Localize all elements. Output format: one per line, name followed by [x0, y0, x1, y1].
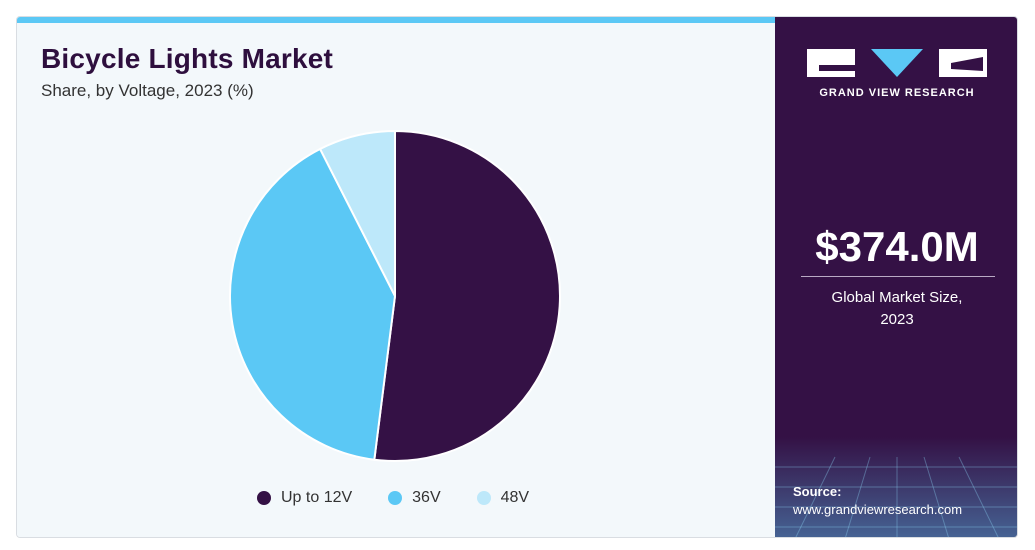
pie-chart	[229, 129, 561, 462]
accent-bar	[17, 17, 775, 23]
brand-name: GRAND VIEW RESEARCH	[819, 87, 975, 99]
source-label: Source:	[793, 484, 842, 499]
chart-title: Bicycle Lights Market	[41, 43, 334, 74]
market-size-label-line2: 2023	[880, 311, 914, 328]
infographic-card: Bicycle Lights Market Share, by Voltage,…	[16, 16, 1018, 538]
legend-swatch-48v	[476, 491, 491, 505]
pie-slice-up-to-12v	[373, 129, 561, 462]
legend-swatch-36v	[388, 491, 403, 505]
chart-subtitle: Share, by Voltage, 2023 (%)	[41, 81, 254, 100]
market-size-value: $374.0M	[815, 223, 979, 270]
legend-item-up-to-12v: Up to 12V	[257, 489, 352, 507]
source-block: Source: www.grandviewresearch.com	[793, 483, 962, 519]
legend-swatch-up-to-12v	[257, 491, 271, 505]
chart-panel: Bicycle Lights Market Share, by Voltage,…	[17, 17, 775, 537]
chart-legend: Up to 12V 36V 48V	[257, 489, 565, 507]
grid-decoration	[775, 437, 1017, 537]
legend-label-48v: 48V	[500, 489, 530, 506]
market-size-label-line1: Global Market Size,	[831, 289, 963, 306]
legend-label-up-to-12v: Up to 12V	[281, 489, 353, 506]
stat-divider	[801, 276, 995, 277]
market-size-label: Global Market Size, 2023	[775, 287, 1017, 331]
source-url[interactable]: www.grandviewresearch.com	[793, 502, 963, 517]
pie-slice-36v	[229, 147, 397, 461]
pie-slice-48v	[318, 129, 396, 297]
gvr-logo-icon	[807, 49, 987, 77]
legend-item-36v: 36V	[388, 489, 441, 507]
legend-item-48v: 48V	[476, 489, 530, 507]
summary-panel: GRAND VIEW RESEARCH $374.0M Global Marke…	[775, 17, 1017, 537]
legend-label-36v: 36V	[412, 489, 441, 506]
